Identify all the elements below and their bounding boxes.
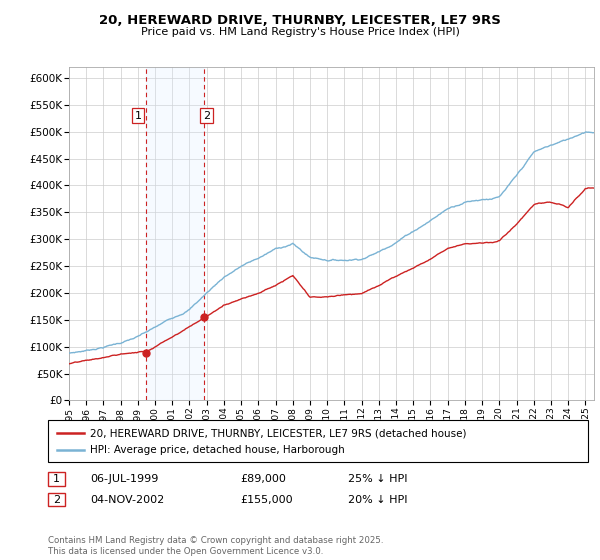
Text: 20, HEREWARD DRIVE, THURNBY, LEICESTER, LE7 9RS: 20, HEREWARD DRIVE, THURNBY, LEICESTER, …	[99, 14, 501, 27]
Text: 2: 2	[53, 494, 60, 505]
Text: 20% ↓ HPI: 20% ↓ HPI	[348, 494, 407, 505]
Text: 25% ↓ HPI: 25% ↓ HPI	[348, 474, 407, 484]
Text: Contains HM Land Registry data © Crown copyright and database right 2025.
This d: Contains HM Land Registry data © Crown c…	[48, 536, 383, 556]
Bar	[146, 67, 204, 400]
Text: 04-NOV-2002: 04-NOV-2002	[90, 494, 164, 505]
Text: 2: 2	[203, 110, 210, 120]
Text: £155,000: £155,000	[240, 494, 293, 505]
Text: £89,000: £89,000	[240, 474, 286, 484]
Text: 1: 1	[53, 474, 60, 484]
Text: 06-JUL-1999: 06-JUL-1999	[90, 474, 158, 484]
Text: 20, HEREWARD DRIVE, THURNBY, LEICESTER, LE7 9RS (detached house): 20, HEREWARD DRIVE, THURNBY, LEICESTER, …	[90, 428, 467, 438]
Text: 1: 1	[134, 110, 142, 120]
Text: Price paid vs. HM Land Registry's House Price Index (HPI): Price paid vs. HM Land Registry's House …	[140, 27, 460, 37]
Text: HPI: Average price, detached house, Harborough: HPI: Average price, detached house, Harb…	[90, 445, 345, 455]
